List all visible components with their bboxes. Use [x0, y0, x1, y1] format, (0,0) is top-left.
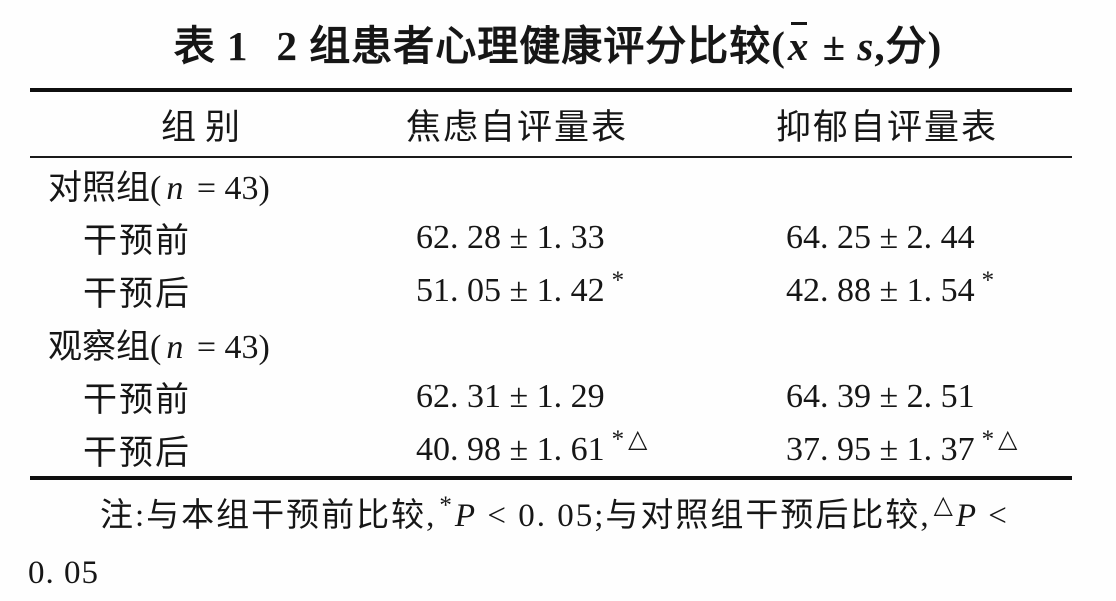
anxiety-value: 40. 98 ± 1. 61 *△: [416, 425, 652, 468]
table-title-text: 2 组患者心理健康评分比较(: [276, 23, 786, 69]
group-label: 对照组(n = 43): [48, 170, 270, 207]
plus-minus: ±: [811, 23, 858, 69]
significance-markers: *△: [611, 425, 652, 453]
depression-value: 64. 39 ± 2. 51: [786, 377, 975, 415]
footnote-line-2: 0. 05: [28, 555, 99, 591]
asterisk-marker: *: [439, 492, 452, 519]
row-label: 干预后: [83, 276, 191, 313]
table-row-observation-post: 干预后 40. 98 ± 1. 61 *△ 37. 95 ± 1. 37 *△: [30, 423, 1072, 476]
n-symbol: n: [166, 329, 184, 366]
significance-marker: *: [981, 266, 999, 294]
header-anxiety-scale: 焦虑自评量表: [406, 107, 629, 147]
depression-value: 42. 88 ± 1. 54 *: [786, 266, 999, 309]
table-footnote: 注:与本组干预前比较, *P < 0. 05;与对照组干预后比较, △P < 0. …: [28, 489, 1090, 601]
table-row-control-post: 干预后 51. 05 ± 1. 42 * 42. 88 ± 1. 54 *: [30, 264, 1072, 317]
p-symbol: P: [955, 498, 979, 534]
row-label: 干预后: [83, 435, 191, 472]
data-table: 组别 焦虑自评量表 抑郁自评量表 对照组(n = 43) 干预前 62. 28 …: [30, 88, 1072, 480]
header-depression-scale: 抑郁自评量表: [776, 107, 999, 147]
significance-marker: *: [611, 266, 629, 294]
p-symbol: P: [454, 498, 478, 534]
table-header-row: 组别 焦虑自评量表 抑郁自评量表: [30, 92, 1072, 158]
mean-symbol: x: [787, 22, 810, 69]
depression-value: 64. 25 ± 2. 44: [786, 218, 975, 256]
table-row-control-group: 对照组(n = 43): [30, 158, 1072, 211]
group-label: 观察组(n = 43): [48, 329, 270, 366]
anxiety-value: 51. 05 ± 1. 42 *: [416, 266, 629, 309]
row-label: 干预前: [83, 223, 191, 260]
row-label: 干预前: [83, 382, 191, 419]
depression-value: 37. 95 ± 1. 37 *△: [786, 425, 1022, 468]
table-row-observation-pre: 干预前 62. 31 ± 1. 29 64. 39 ± 2. 51: [30, 370, 1072, 423]
sd-symbol: s: [857, 23, 875, 69]
triangle-marker: △: [933, 492, 953, 519]
table-number: 表 1: [173, 23, 249, 69]
footnote-line-1: 注:与本组干预前比较, *P < 0. 05;与对照组干预后比较, △P <: [100, 492, 1009, 534]
significance-markers: *△: [981, 425, 1022, 453]
table-title-suffix: ,分): [874, 23, 943, 69]
n-symbol: n: [166, 170, 184, 207]
table-title: 表 1 2 组患者心理健康评分比较(x ± s,分): [0, 0, 1116, 72]
table-row-observation-group: 观察组(n = 43): [30, 317, 1072, 370]
anxiety-value: 62. 28 ± 1. 33: [416, 218, 605, 256]
table-row-control-pre: 干预前 62. 28 ± 1. 33 64. 25 ± 2. 44: [30, 211, 1072, 264]
header-group: 组别: [160, 107, 249, 147]
anxiety-value: 62. 31 ± 1. 29: [416, 377, 605, 415]
